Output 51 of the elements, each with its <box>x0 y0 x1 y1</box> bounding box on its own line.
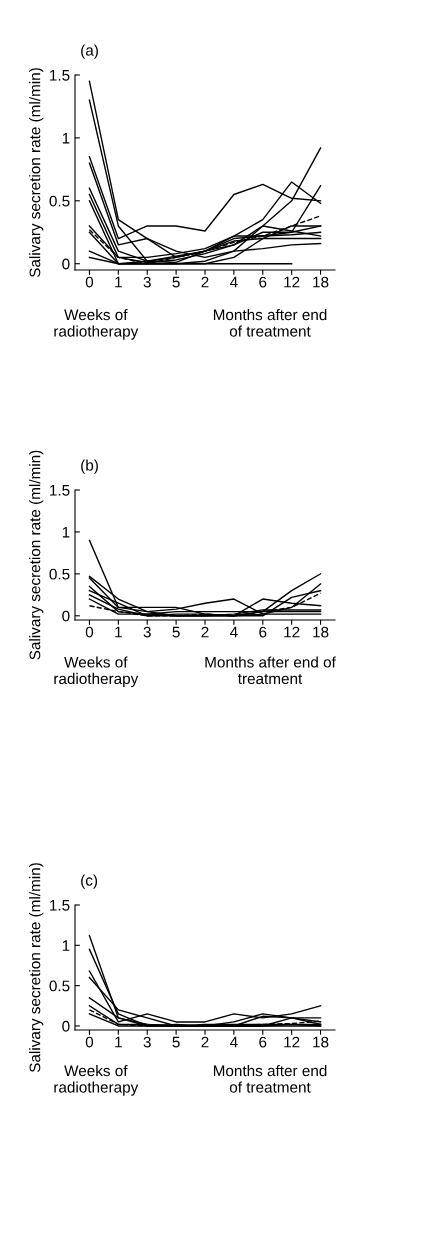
x-tick-label: 18 <box>313 1036 329 1048</box>
y-tick-label: 0.5 <box>49 980 70 992</box>
x-tick-label: 12 <box>284 276 300 288</box>
chart-title: (a) <box>81 44 98 59</box>
y-tick-label: 1 <box>62 132 70 144</box>
chart-title: (b) <box>81 459 98 474</box>
x-tick-label: 4 <box>229 626 238 638</box>
text: Months after end of treatment <box>213 309 327 337</box>
text: Weeks of radiotherapy <box>54 656 139 688</box>
x-tick-label: 5 <box>172 1036 180 1048</box>
y-axis-title: Salivary secretion rate (ml/min) <box>29 450 44 660</box>
x-tick-label: 5 <box>172 276 180 288</box>
x-tick-label: 5 <box>172 626 180 638</box>
x-tick-label: 0 <box>85 1036 94 1048</box>
x-tick-label: 2 <box>201 626 209 638</box>
text: Weeks of radiotherapy <box>54 309 139 340</box>
text: Months after end of treatment <box>213 1065 327 1093</box>
x-tick-label: 2 <box>201 1036 209 1048</box>
x-tick-label: 18 <box>313 276 329 288</box>
y-tick-label: 1 <box>62 526 70 538</box>
y-tick-label: 0.5 <box>49 195 70 207</box>
y-tick-label: 1.5 <box>50 70 70 81</box>
x-tick-label: 2 <box>201 276 209 288</box>
y-tick-label: 1.5 <box>50 485 70 496</box>
chart-title: (c) <box>81 874 98 889</box>
text: Weeks of radiotherapy <box>54 1065 139 1096</box>
x-tick-label: 3 <box>143 626 151 638</box>
x-tick-label: 1 <box>115 276 122 288</box>
x-tick-label: 18 <box>313 626 329 638</box>
x-tick-label: 1 <box>115 626 122 638</box>
x-tick-label: 4 <box>229 276 238 288</box>
x-tick-label: 0 <box>85 626 94 638</box>
x-tick-label: 6 <box>259 626 267 638</box>
y-axis-title: Salivary secretion rate (ml/min) <box>29 863 44 1073</box>
x-tick-label: 12 <box>284 626 300 638</box>
y-tick-label: 0 <box>62 1020 70 1032</box>
y-tick-label: 0 <box>62 610 70 622</box>
x-tick-label: 1 <box>115 1036 122 1048</box>
y-tick-label: 0.5 <box>49 568 70 580</box>
x-tick-label: 6 <box>259 276 267 288</box>
y-tick-label: 0 <box>62 258 70 270</box>
text: Months after end of treatment <box>205 656 336 685</box>
x-tick-label: 4 <box>229 1036 238 1048</box>
y-tick-label: 1.5 <box>50 900 70 911</box>
x-tick-label: 6 <box>259 1036 267 1048</box>
x-tick-label: 12 <box>284 1036 300 1048</box>
x-tick-label: 3 <box>143 1036 151 1048</box>
x-tick-label: 3 <box>143 276 151 288</box>
y-axis-title: Salivary secretion rate (ml/min) <box>29 68 44 278</box>
y-tick-label: 1 <box>62 940 70 951</box>
x-tick-label: 0 <box>85 276 94 288</box>
